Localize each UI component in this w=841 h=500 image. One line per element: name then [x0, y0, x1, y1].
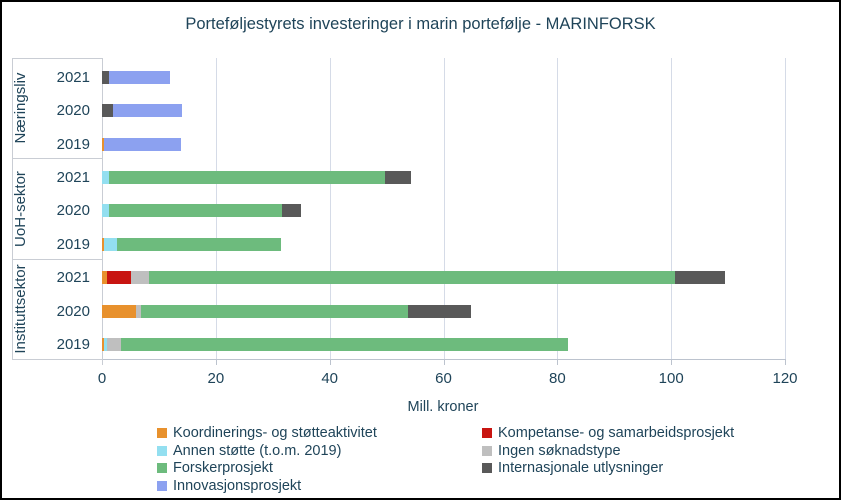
bar-segment: [141, 304, 409, 318]
bar-segment: [108, 70, 171, 84]
bar-segment: [102, 70, 109, 84]
bar-row: [102, 237, 785, 251]
legend-marker-icon: [482, 445, 492, 456]
legend-item: Annen støtte (t.o.m. 2019): [157, 443, 477, 460]
legend-item: Innovasjonsprosjekt: [157, 478, 477, 495]
legend-label: Ingen søknadstype: [498, 442, 621, 459]
bar-segment: [102, 338, 105, 352]
bar-row: [102, 271, 785, 285]
bar-segment: [104, 338, 107, 352]
year-label: 2020: [56, 202, 90, 220]
legend-item: Forskerprosjekt: [157, 460, 477, 477]
legend-marker-icon: [157, 428, 167, 438]
x-tick-label: 40: [321, 370, 338, 387]
bar-row: [102, 170, 785, 184]
bar-segment: [102, 104, 114, 117]
year-label: 2021: [56, 269, 90, 287]
bar-segment: [281, 204, 302, 218]
year-label: 2019: [56, 235, 90, 253]
x-tick-label: 0: [97, 370, 107, 387]
chart-title: Porteføljestyrets investeringer i marin …: [185, 15, 656, 33]
bar-segment: [106, 338, 121, 352]
legend-label: Forskerprosjekt: [173, 460, 273, 476]
bar-segment: [149, 271, 676, 285]
bar-segment: [102, 170, 109, 184]
x-tick-label: 120: [772, 370, 798, 387]
category-box-left-line: [12, 58, 13, 360]
legend-item: Koordinerings- og støtteaktivitet: [157, 425, 477, 442]
bar-row: [102, 204, 785, 218]
bar-segment: [107, 271, 131, 285]
gridline: [785, 58, 786, 359]
gridline: [671, 58, 673, 359]
bar-segment: [102, 304, 137, 318]
bar-segment: [104, 237, 118, 251]
x-tick-label: 100: [658, 370, 684, 387]
bar-segment: [675, 271, 726, 285]
axis-tick: [329, 359, 331, 365]
bar-segment: [120, 338, 569, 352]
bar-segment: [108, 204, 282, 218]
gridline: [329, 58, 331, 359]
bar-row: [102, 70, 785, 84]
bar-row: [102, 304, 785, 318]
legend-marker-icon: [157, 463, 167, 473]
bar-segment: [102, 271, 108, 285]
axis-tick: [785, 359, 786, 365]
year-label: 2020: [56, 302, 90, 320]
year-label: 2020: [56, 102, 90, 119]
legend-label: Kompetanse- og samarbeidsprosjekt: [498, 425, 735, 441]
legend-marker-icon: [157, 480, 167, 491]
x-tick-label: 80: [548, 370, 566, 387]
legend-marker-icon: [482, 463, 492, 473]
legend-label: Annen støtte (t.o.m. 2019): [173, 442, 342, 459]
bar-segment: [102, 204, 109, 218]
gridline: [557, 58, 559, 359]
bar-segment: [408, 304, 471, 318]
legend-item: Kompetanse- og samarbeidsprosjekt: [482, 425, 802, 442]
bar-segment: [113, 104, 182, 117]
bar-row: [102, 104, 785, 117]
legend-label: Innovasjonsprosjekt: [173, 477, 302, 494]
year-label: 2021: [56, 68, 90, 86]
legend-marker-icon: [482, 428, 492, 438]
category-box-bottom-line: [12, 359, 102, 360]
year-label: 2019: [56, 135, 90, 153]
axis-tick: [443, 359, 445, 365]
category-group-divider: [12, 258, 102, 260]
x-axis-line: [102, 359, 786, 360]
gridline: [443, 58, 445, 359]
bar-segment: [108, 170, 385, 184]
bar-segment: [102, 237, 105, 251]
bar-segment: [136, 304, 142, 318]
bar-segment: [102, 137, 105, 151]
legend-label: Koordinerings- og støtteaktivitet: [173, 425, 377, 441]
category-box-top-line: [12, 58, 102, 59]
legend-item: Internasjonale utlysninger: [482, 460, 802, 477]
bar-segment: [117, 237, 282, 251]
year-label: 2019: [56, 336, 90, 354]
x-tick-label: 60: [435, 370, 452, 387]
x-tick-label: 20: [207, 370, 225, 387]
category-group-divider: [12, 158, 102, 160]
bar-segment: [131, 271, 150, 285]
legend-label: Internasjonale utlysninger: [498, 460, 664, 476]
bar-segment: [384, 170, 412, 184]
axis-tick: [671, 359, 673, 365]
x-axis-title: Mill. kroner: [407, 399, 479, 415]
axis-tick: [215, 359, 217, 365]
bar-row: [102, 137, 785, 151]
bar-row: [102, 338, 785, 352]
legend-item: Ingen søknadstype: [482, 443, 802, 460]
bar-segment: [104, 137, 182, 151]
year-label: 2021: [56, 168, 90, 186]
legend-marker-icon: [157, 445, 167, 456]
axis-tick: [557, 359, 559, 365]
